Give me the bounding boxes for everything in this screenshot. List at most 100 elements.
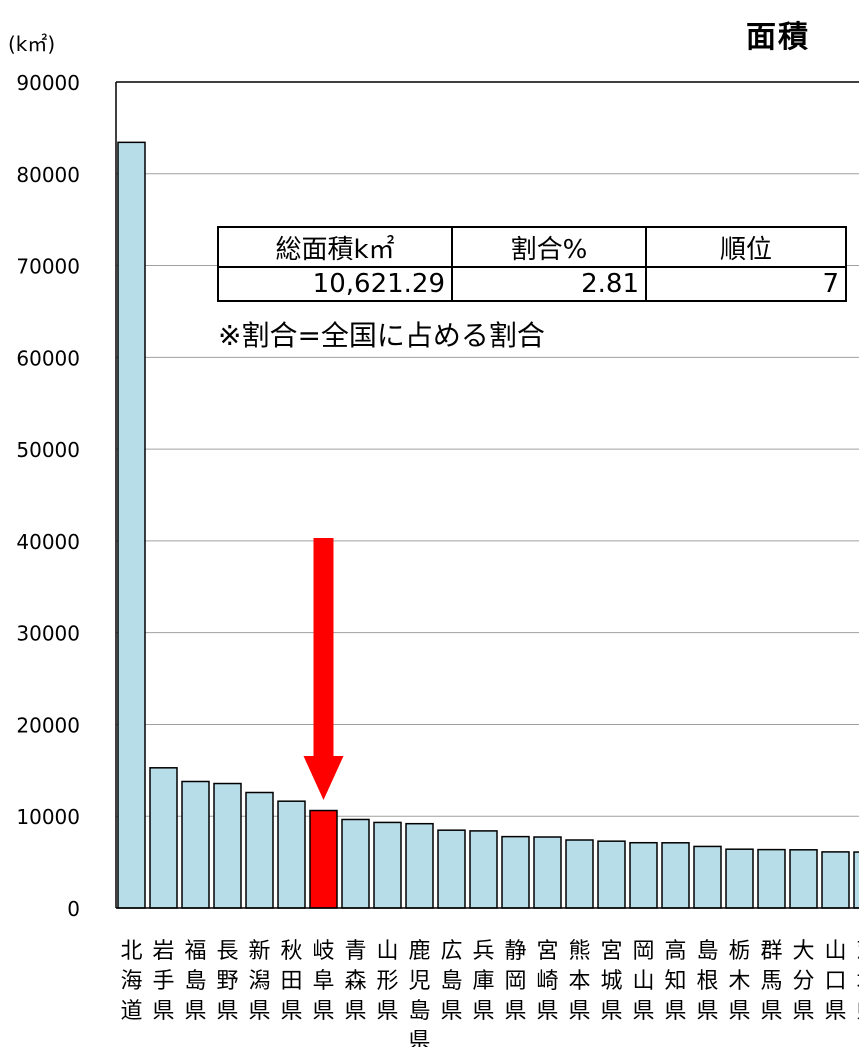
bar xyxy=(789,849,818,909)
bar xyxy=(117,141,146,909)
bar xyxy=(821,851,850,909)
x-tick-label: 長 xyxy=(216,939,238,964)
bar xyxy=(533,836,562,909)
bar xyxy=(853,851,859,909)
bar xyxy=(661,842,690,909)
x-tick-label: 児 xyxy=(408,969,430,994)
x-tick-label: 県 xyxy=(472,999,494,1024)
x-tick-label: 県 xyxy=(792,999,814,1024)
x-tick-label: 県 xyxy=(312,999,334,1024)
x-tick-label: 群 xyxy=(760,939,782,964)
x-tick-label: 栃 xyxy=(728,939,750,964)
highlight-arrow xyxy=(303,538,344,800)
x-tick-label: 県 xyxy=(440,999,462,1024)
y-tick-label: 80000 xyxy=(16,163,80,187)
value-total-area: 10,621.29 xyxy=(217,266,453,302)
x-tick-label: 熊 xyxy=(568,939,590,964)
x-tick-label: 新 xyxy=(248,939,270,964)
x-tick-label: 県 xyxy=(824,999,846,1024)
x-tick-label: 宮 xyxy=(600,939,622,964)
y-tick-label: 50000 xyxy=(16,438,80,462)
y-tick-label: 0 xyxy=(67,897,80,921)
x-tick-label: 県 xyxy=(568,999,590,1024)
x-tick-label: 県 xyxy=(664,999,686,1024)
x-tick-label: 根 xyxy=(696,969,718,994)
y-unit-label: (k㎡) xyxy=(8,32,56,56)
x-tick-label: 分 xyxy=(792,969,814,994)
x-tick-label: 岐 xyxy=(312,939,334,964)
bar xyxy=(405,822,434,909)
y-tick-label: 40000 xyxy=(16,530,80,554)
bar xyxy=(373,821,402,909)
x-tick-label: 島 xyxy=(440,969,462,994)
x-tick-label: 県 xyxy=(728,999,750,1024)
x-tick-label: 岩 xyxy=(152,939,174,964)
bar xyxy=(245,791,274,909)
x-tick-label: 岡 xyxy=(632,939,654,964)
info-table-value-row: 10,621.29 2.81 7 xyxy=(217,266,847,302)
info-table-header-row: 総面積k㎡ 割合% 順位 xyxy=(217,226,847,268)
x-tick-label: 道 xyxy=(120,999,142,1024)
bar xyxy=(725,848,754,909)
x-tick-label: 海 xyxy=(120,969,142,994)
x-tick-label: 知 xyxy=(664,969,686,994)
x-tick-label: 島 xyxy=(696,939,718,964)
x-tick-label: 県 xyxy=(600,999,622,1024)
value-ratio: 2.81 xyxy=(451,266,647,302)
x-tick-label: 北 xyxy=(120,939,142,964)
x-tick-label: 広 xyxy=(440,939,462,964)
value-rank: 7 xyxy=(645,266,847,302)
bar xyxy=(341,818,370,909)
x-tick-label: 鹿 xyxy=(408,939,430,964)
x-tick-label: 県 xyxy=(184,999,206,1024)
x-tick-label: 山 xyxy=(632,969,654,994)
x-tick-label: 口 xyxy=(824,969,846,994)
bar xyxy=(437,829,466,909)
x-tick-label: 福 xyxy=(184,939,206,964)
bar xyxy=(693,845,722,909)
y-tick-label: 90000 xyxy=(16,71,80,95)
x-tick-label: 茨 xyxy=(856,939,859,964)
x-tick-label: 野 xyxy=(216,969,238,994)
x-tick-label: 本 xyxy=(568,969,590,994)
arrow-head xyxy=(303,756,344,800)
bar xyxy=(309,809,338,909)
header-rank: 順位 xyxy=(645,226,847,268)
x-tick-label: 県 xyxy=(856,999,859,1024)
x-tick-label: 森 xyxy=(344,969,366,994)
bar xyxy=(149,767,178,909)
x-tick-label: 形 xyxy=(376,969,398,994)
x-tick-label: 大 xyxy=(792,939,814,964)
x-tick-label: 潟 xyxy=(248,969,270,994)
bar xyxy=(565,839,594,909)
bar xyxy=(277,800,306,909)
x-tick-label: 県 xyxy=(216,999,238,1024)
x-tick-label: 手 xyxy=(152,969,174,994)
header-total-area: 総面積k㎡ xyxy=(217,226,453,268)
x-tick-label: 県 xyxy=(376,999,398,1024)
bar xyxy=(629,841,658,909)
x-tick-label: 宮 xyxy=(536,939,558,964)
x-tick-label: 崎 xyxy=(536,969,558,994)
x-tick-label: 県 xyxy=(248,999,270,1024)
y-tick-label: 60000 xyxy=(16,346,80,370)
x-tick-label: 秋 xyxy=(280,939,302,964)
x-tick-label: 県 xyxy=(408,1029,430,1047)
x-tick-label: 県 xyxy=(280,999,302,1024)
x-tick-label: 兵 xyxy=(472,939,494,964)
y-tick-label: 70000 xyxy=(16,255,80,279)
y-axis-ticks: 0 10000 20000 30000 40000 50000 60000 70000 8000… xyxy=(16,71,80,921)
x-tick-label: 青 xyxy=(344,939,366,964)
ratio-note: ※割合=全国に占める割合 xyxy=(218,319,545,352)
bar xyxy=(757,848,786,909)
x-tick-label: 高 xyxy=(664,939,686,964)
y-tick-label: 30000 xyxy=(16,622,80,646)
x-tick-label: 県 xyxy=(760,999,782,1024)
x-tick-label: 県 xyxy=(632,999,654,1024)
x-tick-label: 城 xyxy=(600,969,622,994)
x-tick-label: 城 xyxy=(856,969,859,994)
x-tick-label: 島 xyxy=(408,999,430,1024)
bar xyxy=(469,830,498,909)
x-tick-label: 木 xyxy=(728,969,750,994)
